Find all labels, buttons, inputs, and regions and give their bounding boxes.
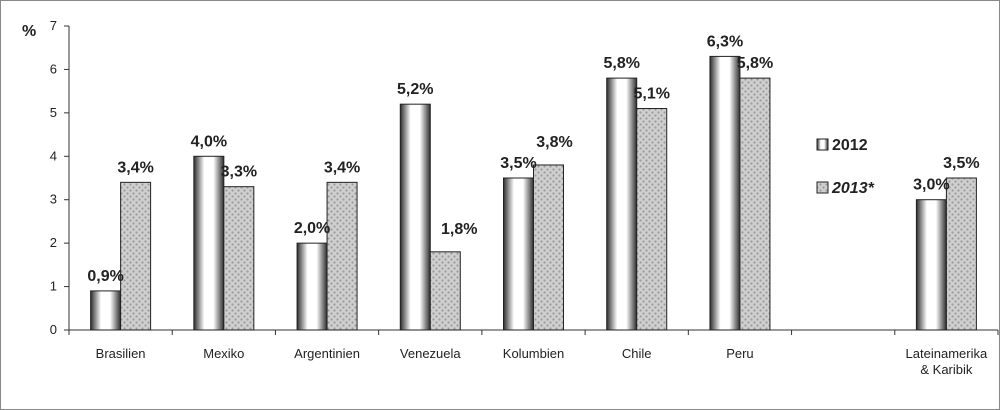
bar-2012 bbox=[399, 103, 431, 331]
legend-label: 2013* bbox=[831, 180, 875, 197]
bar-2013 bbox=[326, 181, 358, 331]
x-tick-label: Brasilien bbox=[96, 346, 146, 361]
x-tick-label: Venezuela bbox=[400, 346, 461, 361]
data-label: 3,5% bbox=[943, 155, 979, 172]
legend-swatch-2013 bbox=[816, 181, 829, 194]
y-axis-label: % bbox=[22, 23, 36, 40]
data-label: 0,9% bbox=[87, 268, 123, 285]
data-label: 5,8% bbox=[737, 55, 773, 72]
y-tick-label: 7 bbox=[50, 18, 57, 33]
data-label: 4,0% bbox=[191, 133, 227, 150]
bar-2012 bbox=[606, 77, 638, 331]
y-tick-label: 3 bbox=[50, 192, 57, 207]
data-label: 5,2% bbox=[397, 81, 433, 98]
data-label: 3,5% bbox=[500, 155, 536, 172]
x-tick-label: Argentinien bbox=[294, 346, 360, 361]
bar-2012 bbox=[193, 155, 225, 331]
y-tick-label: 5 bbox=[50, 105, 57, 120]
data-label: 3,4% bbox=[324, 159, 360, 176]
data-label: 5,8% bbox=[603, 55, 639, 72]
data-label: 3,4% bbox=[117, 159, 153, 176]
bar-2012 bbox=[503, 177, 534, 331]
y-tick-label: 2 bbox=[50, 235, 57, 250]
bar-2013 bbox=[739, 77, 771, 331]
bar-2013 bbox=[533, 164, 564, 331]
bar-2013 bbox=[120, 181, 152, 331]
y-tick-label: 4 bbox=[50, 148, 57, 163]
x-tick-label: Chile bbox=[622, 346, 652, 361]
data-label: 6,3% bbox=[707, 33, 743, 50]
bar-2013 bbox=[636, 108, 668, 331]
data-label: 1,8% bbox=[441, 221, 477, 238]
bar-2012 bbox=[90, 290, 122, 331]
bar-2013 bbox=[429, 251, 461, 331]
data-label: 3,3% bbox=[221, 164, 257, 181]
x-tick-label: Kolumbien bbox=[503, 346, 564, 361]
bar-2013 bbox=[223, 186, 255, 331]
legend-swatch-2012 bbox=[816, 138, 829, 151]
data-label: 3,0% bbox=[913, 177, 949, 194]
data-label: 3,8% bbox=[536, 134, 572, 151]
y-tick-label: 0 bbox=[50, 322, 57, 337]
legend-label: 2012 bbox=[832, 137, 868, 154]
x-tick-label: Peru bbox=[726, 346, 753, 361]
legend: 2012 2013* bbox=[816, 137, 875, 197]
data-label: 2,0% bbox=[294, 220, 330, 237]
bar-2012 bbox=[709, 55, 741, 331]
bar-2012 bbox=[296, 242, 328, 331]
bar-2013 bbox=[945, 177, 977, 331]
x-tick-label: Mexiko bbox=[203, 346, 244, 361]
bar-2012 bbox=[915, 199, 947, 331]
data-label: 5,1% bbox=[633, 86, 669, 103]
y-tick-label: 1 bbox=[50, 279, 57, 294]
x-tick-label: Lateinamerika & Karibik bbox=[906, 346, 988, 377]
y-tick-label: 6 bbox=[50, 61, 57, 76]
